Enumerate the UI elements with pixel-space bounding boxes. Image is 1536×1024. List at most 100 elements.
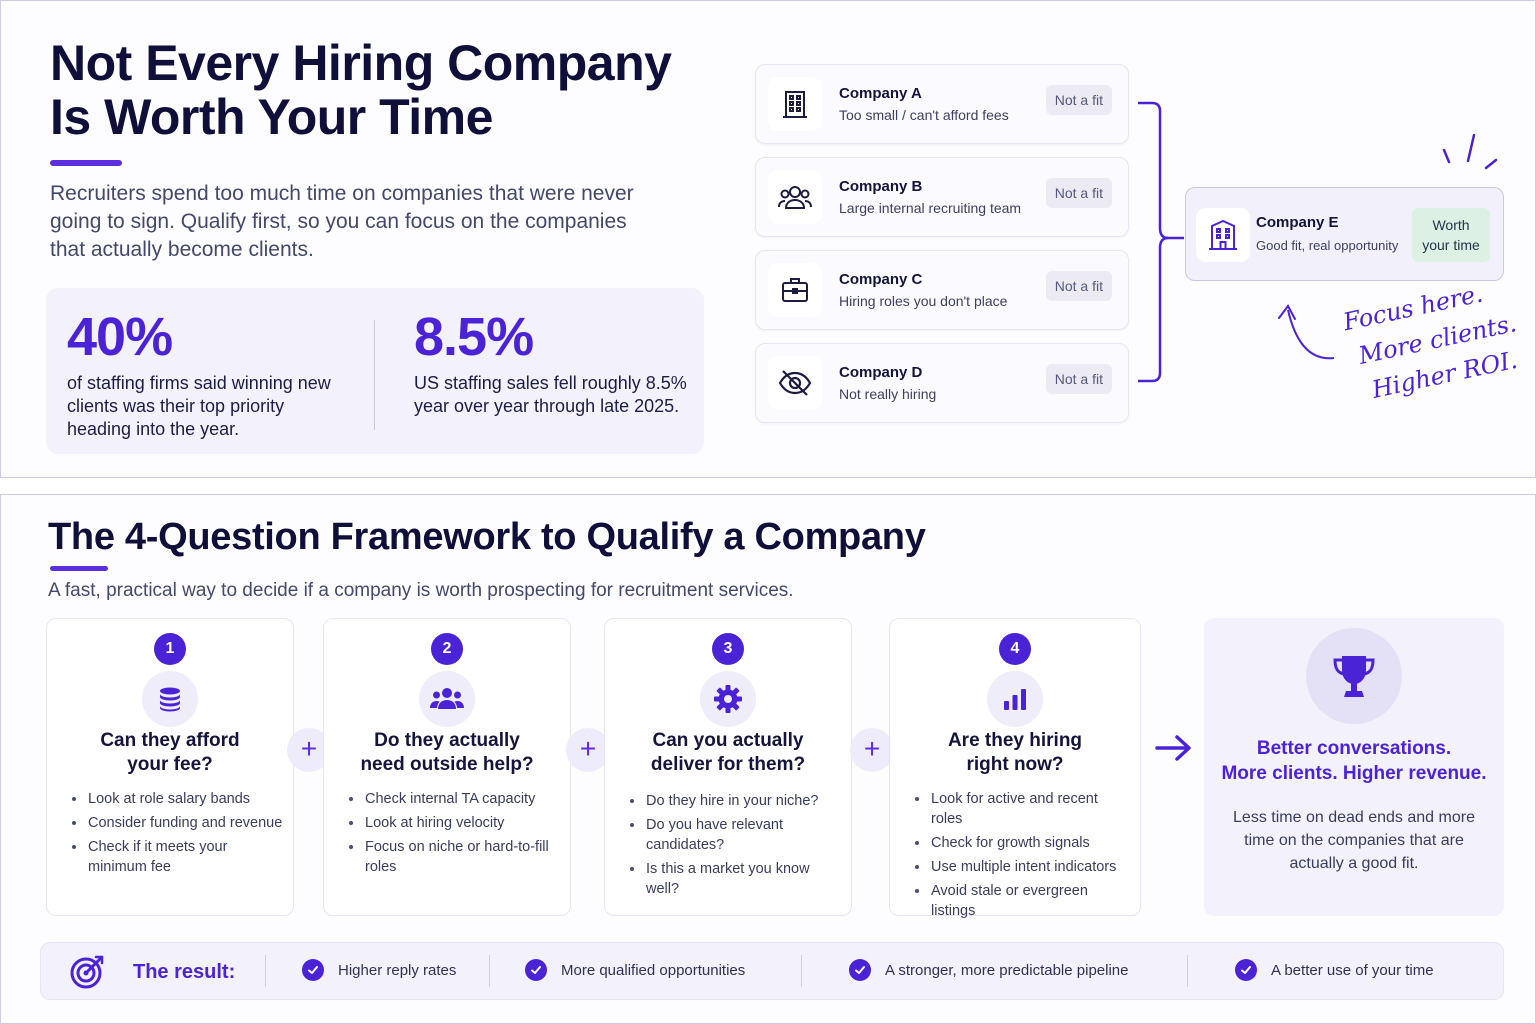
- spark-lines: [1442, 133, 1498, 170]
- question-title-line-1: Do they actually: [374, 730, 520, 751]
- stat-text: US staffing sales fell roughly 8.5% year…: [414, 373, 687, 416]
- bullet-item: Look for active and recent roles: [912, 789, 1132, 829]
- building-icon: [768, 77, 822, 131]
- worth-badge-line-1: Worth: [1432, 217, 1470, 233]
- question-title: Can they afford your fee?: [47, 729, 293, 777]
- check-icon: [525, 959, 547, 981]
- result-item: More qualified opportunities: [525, 959, 745, 981]
- bullet-item: Do you have relevant candidates?: [627, 815, 843, 855]
- question-card-3: 3 Can you actually deliver for them? Do …: [604, 618, 852, 916]
- stat-divider: [374, 320, 375, 430]
- bullet-item: Check if it meets your minimum fee: [69, 837, 285, 877]
- company-desc: Not really hiring: [839, 386, 937, 402]
- question-title-line-1: Are they hiring: [947, 730, 1083, 751]
- not-fit-badge: Not a fit: [1045, 85, 1112, 115]
- arrow-right-icon: [1155, 735, 1191, 761]
- company-name: Company A: [839, 85, 922, 102]
- company-desc: Good fit, real opportunity: [1256, 238, 1399, 253]
- step-number: 2: [431, 633, 463, 665]
- question-title-line-2: deliver for them?: [650, 754, 806, 775]
- outcome-title-line-2: More clients. Higher revenue.: [1221, 763, 1487, 784]
- coins-icon: [142, 671, 198, 727]
- bullet-item: Check internal TA capacity: [346, 789, 562, 809]
- stat-staffing-priority: 40% of staffing firms said winning new c…: [67, 306, 347, 441]
- bracket-connector: [1138, 101, 1184, 383]
- company-name: Company D: [839, 364, 923, 381]
- bullet-item: Is this a market you know well?: [627, 859, 843, 899]
- people-icon: [419, 671, 475, 727]
- result-item-text: A stronger, more predictable pipeline: [885, 961, 1129, 979]
- team-icon: [768, 170, 822, 224]
- bullet-item: Look at role salary bands: [69, 789, 285, 809]
- gear-icon: [700, 671, 756, 727]
- stat-value: 8.5%: [414, 307, 534, 367]
- question-title-line-2: need outside help?: [360, 754, 534, 775]
- outcome-card: Better conversations. More clients. High…: [1204, 618, 1504, 916]
- question-card-4: 4 Are they hiring right now? Look for ac…: [889, 618, 1141, 919]
- company-name: Company E: [1256, 214, 1339, 231]
- target-icon: [70, 955, 104, 989]
- company-card-e: Company E Good fit, real opportunity Wor…: [1185, 187, 1504, 281]
- bullet-item: Do they hire in your niche?: [627, 791, 843, 811]
- stat-sales-decline: 8.5% US staffing sales fell roughly 8.5%…: [414, 306, 694, 418]
- not-fit-badge: Not a fit: [1045, 178, 1112, 208]
- curved-arrow: [1278, 304, 1335, 360]
- outcome-title-line-1: Better conversations.: [1256, 738, 1452, 759]
- not-fit-badge: Not a fit: [1045, 271, 1112, 301]
- company-card-c: Company C Hiring roles you don't place N…: [755, 250, 1129, 330]
- briefcase-icon: [768, 263, 822, 317]
- intro-paragraph: Recruiters spend too much time on compan…: [50, 182, 634, 261]
- stat-text: of staffing firms said winning new clien…: [67, 373, 331, 439]
- company-name: Company C: [839, 271, 923, 288]
- company-card-b: Company B Large internal recruiting team…: [755, 157, 1129, 237]
- question-title: Are they hiring right now?: [890, 729, 1140, 777]
- result-item: A stronger, more predictable pipeline: [849, 959, 1128, 981]
- page-title-line-2: Is Worth Your Time: [50, 89, 493, 145]
- bullet-item: Focus on niche or hard-to-fill roles: [346, 837, 562, 877]
- result-item-text: A better use of your time: [1271, 961, 1434, 979]
- framework-title-underline: [50, 566, 108, 571]
- result-item: A better use of your time: [1235, 959, 1434, 981]
- bullet-item: Consider funding and revenue: [69, 813, 285, 833]
- company-card-d: Company D Not really hiring Not a fit: [755, 343, 1129, 423]
- company-card-a: Company A Too small / can't afford fees …: [755, 64, 1129, 144]
- step-number: 3: [712, 633, 744, 665]
- step-number: 1: [154, 633, 186, 665]
- stats-box: 40% of staffing firms said winning new c…: [46, 288, 704, 454]
- question-title: Can you actually deliver for them?: [605, 729, 851, 777]
- check-icon: [1235, 959, 1257, 981]
- check-icon: [302, 959, 324, 981]
- question-card-2: 2 Do they actually need outside help? Ch…: [323, 618, 571, 916]
- bar-chart-icon: [987, 671, 1043, 727]
- plus-icon: +: [566, 728, 610, 772]
- page-title: Not Every Hiring Company Is Worth Your T…: [50, 35, 672, 145]
- question-bullets: Look for active and recent roles Check f…: [912, 789, 1132, 925]
- company-name: Company B: [839, 178, 923, 195]
- worth-badge-line-2: your time: [1422, 237, 1480, 253]
- result-item: Higher reply rates: [302, 959, 456, 981]
- framework-subtitle: A fast, practical way to decide if a com…: [48, 580, 794, 601]
- question-title-line-2: your fee?: [127, 754, 213, 775]
- trophy-icon: [1306, 628, 1402, 724]
- company-desc: Hiring roles you don't place: [839, 293, 1008, 309]
- question-title: Do they actually need outside help?: [324, 729, 570, 777]
- question-title-line-1: Can they afford: [100, 730, 240, 751]
- result-item-text: Higher reply rates: [338, 961, 457, 979]
- outcome-text: Less time on dead ends and more time on …: [1233, 809, 1475, 872]
- question-title-line-1: Can you actually: [652, 730, 804, 751]
- step-number: 4: [999, 633, 1031, 665]
- check-icon: [849, 959, 871, 981]
- bullet-item: Use multiple intent indicators: [912, 857, 1132, 877]
- result-divider: [265, 955, 266, 987]
- framework-title: The 4-Question Framework to Qualify a Co…: [48, 516, 926, 558]
- result-divider: [1187, 955, 1188, 987]
- bullet-item: Avoid stale or evergreen listings: [912, 881, 1132, 921]
- result-item-text: More qualified opportunities: [561, 961, 746, 979]
- outcome-title: Better conversations. More clients. High…: [1204, 736, 1504, 786]
- plus-icon: +: [850, 728, 894, 772]
- bullet-item: Check for growth signals: [912, 833, 1132, 853]
- page-title-line-1: Not Every Hiring Company: [50, 35, 672, 91]
- question-card-1: 1 Can they afford your fee? Look at role…: [46, 618, 294, 916]
- company-desc: Too small / can't afford fees: [839, 107, 1009, 123]
- result-divider: [489, 955, 490, 987]
